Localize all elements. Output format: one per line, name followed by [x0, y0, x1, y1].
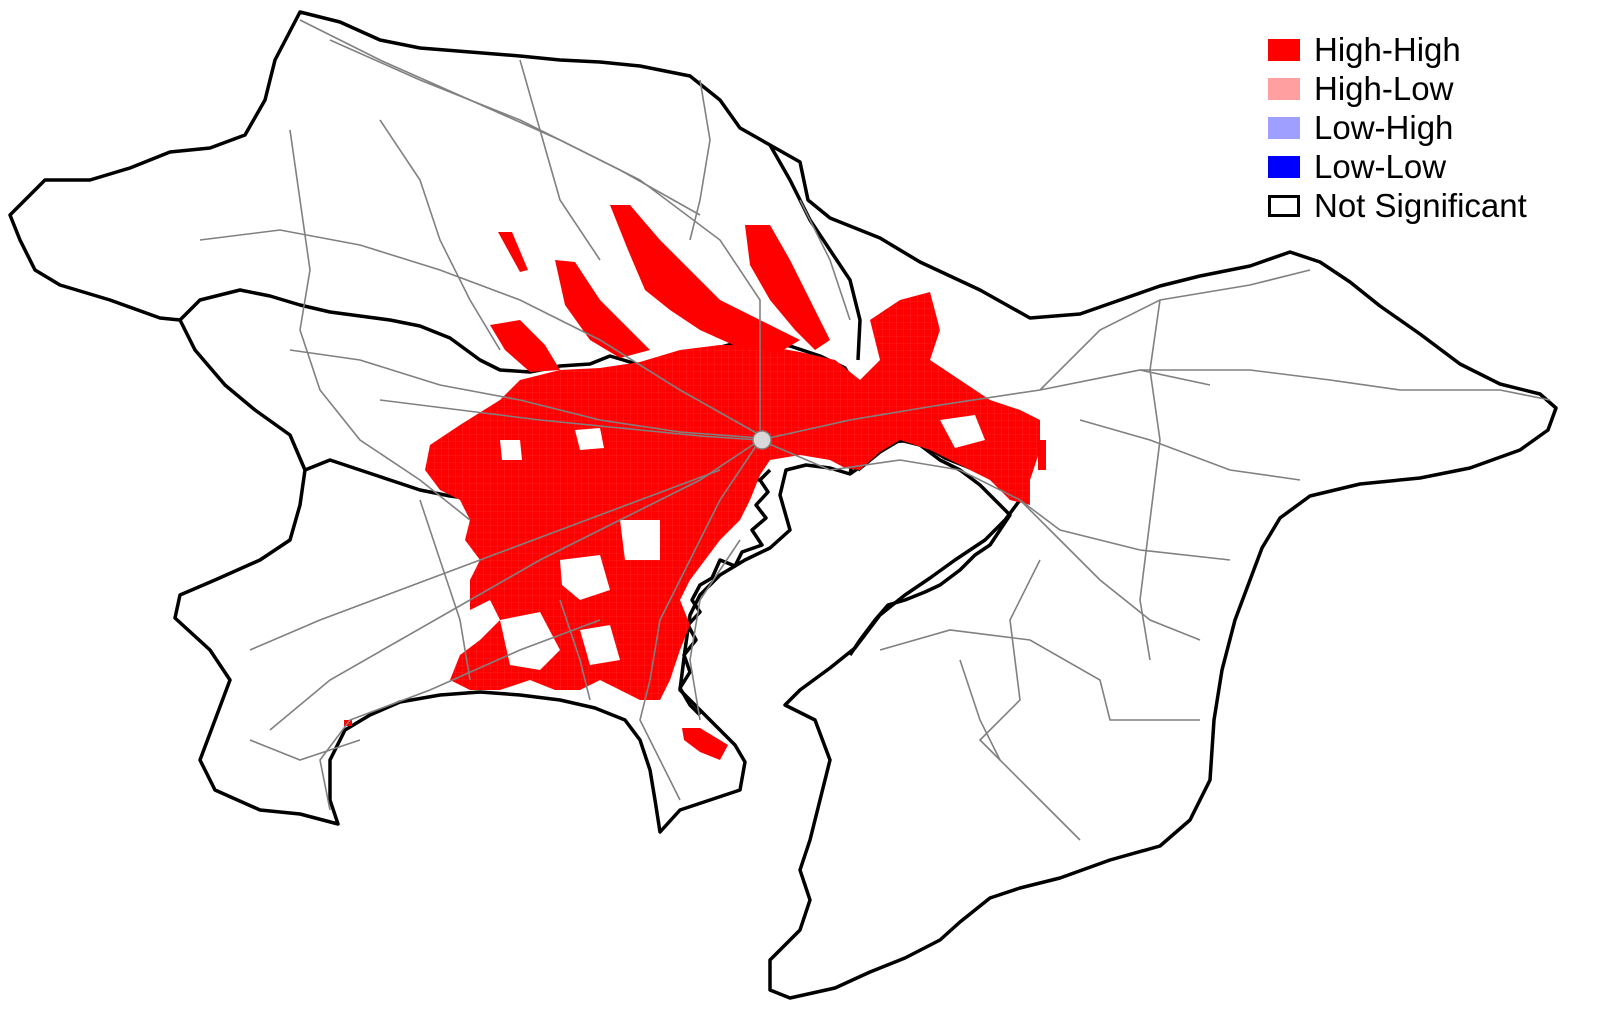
high-high-cluster [344, 205, 1046, 760]
legend-swatch-high-low [1268, 77, 1300, 100]
railway-line [978, 559, 1041, 761]
legend-label: Low-High [1314, 109, 1454, 146]
high-high-south-patch [682, 728, 728, 760]
railway-line [199, 229, 761, 436]
legend-item-low-high: Low-High [1268, 108, 1527, 147]
railway-line [879, 629, 1200, 721]
high-high-far-east-patch [1038, 440, 1046, 470]
railway-line [289, 129, 471, 521]
cluster-gap-4 [620, 520, 660, 560]
railway-line [959, 659, 1081, 841]
legend-label: Not Significant [1314, 187, 1527, 224]
railway-line [249, 739, 361, 761]
high-high-north-arm-2 [745, 225, 830, 350]
railway-line [379, 119, 501, 351]
railway-line [1019, 499, 1201, 641]
legend-item-low-low: Low-Low [1268, 147, 1527, 186]
railway-line [1079, 419, 1301, 481]
railway-line [1140, 369, 1551, 401]
railway-network [199, 19, 1551, 841]
railway-line [1139, 299, 1161, 661]
map-legend: High-High High-Low Low-High Low-Low Not … [1268, 30, 1527, 225]
central-hub [752, 430, 772, 450]
legend-item-high-low: High-Low [1268, 69, 1527, 108]
cluster-gap-2 [500, 440, 522, 460]
legend-label: Low-Low [1314, 148, 1447, 185]
cluster-gap-7 [940, 415, 985, 448]
legend-item-high-high: High-High [1268, 30, 1527, 69]
railway-line [759, 439, 1231, 561]
legend-swatch-high-high [1268, 38, 1300, 61]
railway-line [379, 399, 761, 441]
railway-line [689, 539, 741, 721]
railway-line [249, 469, 721, 651]
cluster-gap-3 [560, 555, 610, 600]
high-high-north-arm-4 [498, 232, 528, 272]
railway-line [269, 439, 761, 731]
railway-line [419, 499, 471, 681]
railway-line [799, 199, 851, 321]
cluster-gap-1 [575, 428, 604, 450]
railway-line [519, 59, 601, 261]
legend-label: High-Low [1314, 70, 1454, 107]
railway-line [639, 439, 761, 801]
legend-label: High-High [1314, 31, 1461, 68]
legend-swatch-not-significant [1268, 194, 1300, 217]
railway-line [689, 79, 711, 241]
high-high-north-arm-3 [555, 260, 650, 358]
prefecture-boundary-east [768, 144, 862, 361]
legend-swatch-low-high [1268, 116, 1300, 139]
bay-coastline [678, 468, 772, 717]
railway-line [559, 599, 591, 701]
cluster-gap-5 [500, 612, 560, 670]
high-high-north-arm-1 [610, 205, 800, 352]
railway-line [329, 39, 701, 216]
cluster-gap-6 [580, 625, 620, 665]
railway-line [319, 619, 601, 811]
legend-swatch-low-low [1268, 155, 1300, 178]
legend-item-not-significant: Not Significant [1268, 186, 1527, 225]
railway-line [289, 349, 761, 439]
railway-line [759, 369, 1211, 441]
high-high-north-arm-5 [490, 320, 560, 372]
